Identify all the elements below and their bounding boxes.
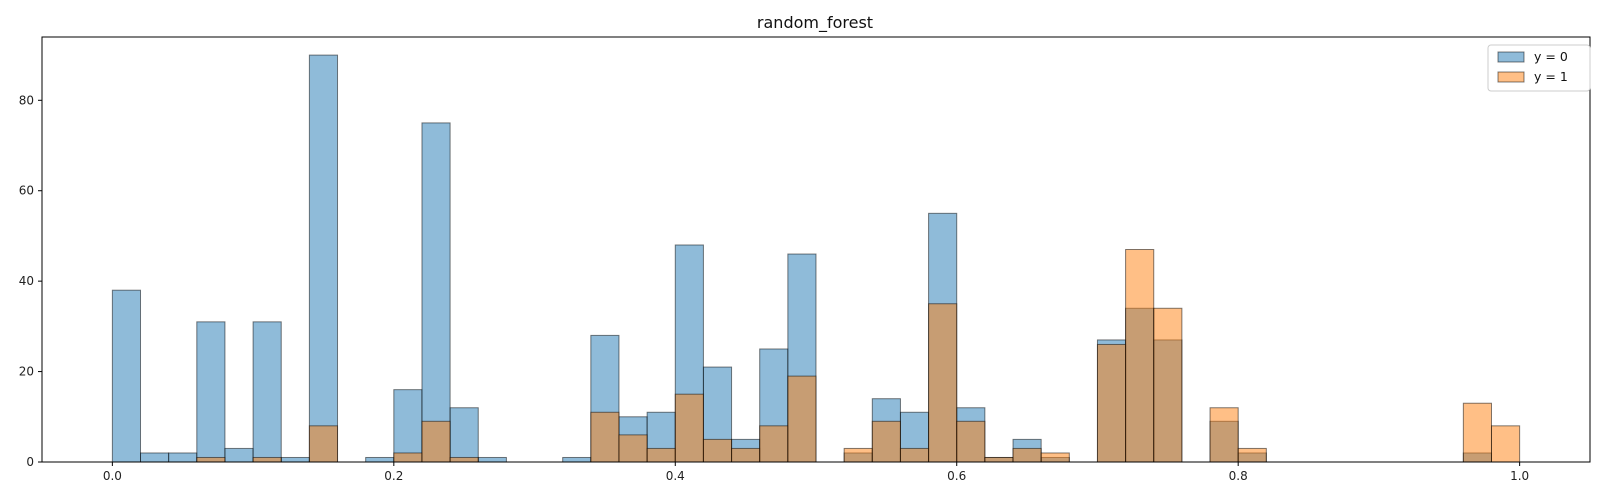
- bar-series1-25: [1209, 407, 1239, 463]
- plot-frame: [41, 36, 1591, 463]
- y-axis: 0 20 40 60 80: [19, 93, 42, 469]
- bar-series1-28: [1490, 425, 1521, 463]
- y-tick-label: 80: [19, 93, 34, 107]
- bar-series0-11: [449, 407, 479, 463]
- bar-series1-5: [449, 456, 479, 463]
- bar-series0-3: [196, 321, 226, 463]
- bar-series1-10: [702, 438, 733, 463]
- bar-series1-19: [984, 456, 1014, 463]
- bar-series0-1: [140, 452, 170, 463]
- bar-series0-5: [252, 321, 282, 463]
- bar-series1-12: [759, 425, 789, 463]
- bar-series0-13: [562, 456, 592, 463]
- bar-series1-24: [1153, 307, 1183, 463]
- bar-series0-12: [477, 456, 507, 463]
- bar-series1-16: [899, 447, 930, 463]
- x-tick-label: 0.2: [384, 469, 403, 483]
- bar-series1-2: [308, 425, 339, 463]
- y-tick-label: 20: [19, 365, 34, 379]
- legend: y = 0 y = 1: [1487, 44, 1591, 92]
- x-axis: 0.0 0.2 0.4 0.6 0.8 1.0: [103, 462, 1529, 483]
- bar-series1-6: [590, 411, 620, 463]
- y-tick-label: 60: [19, 184, 34, 198]
- bar-series1-4: [421, 420, 451, 463]
- bar-series0-2: [168, 452, 198, 463]
- bar-series0-10: [421, 122, 451, 463]
- bar-series1-9: [674, 393, 704, 463]
- bar-series0-4: [224, 447, 254, 463]
- bar-series0-7: [308, 54, 339, 463]
- bar-series1-26: [1237, 447, 1267, 463]
- legend-label-y0: y = 0: [1534, 49, 1568, 64]
- bar-series1-27: [1462, 402, 1492, 463]
- x-tick-label: 0.4: [666, 469, 685, 483]
- bar-series1-0: [196, 456, 226, 463]
- legend-swatch-y0: [1497, 51, 1525, 63]
- y-tick-label: 0: [26, 455, 34, 469]
- bar-series1-17: [928, 303, 958, 463]
- bar-series0-6: [280, 456, 310, 463]
- x-tick-label: 0.8: [1229, 469, 1248, 483]
- bar-series1-14: [843, 447, 873, 463]
- bar-series1-22: [1096, 343, 1127, 463]
- legend-swatch-y1: [1497, 71, 1525, 83]
- bar-series0-9: [393, 389, 423, 463]
- bar-series1-18: [956, 420, 986, 463]
- bar-series1-21: [1040, 452, 1070, 463]
- y-tick-label: 40: [19, 274, 34, 288]
- bar-series1-7: [618, 434, 648, 463]
- chart-title: random_forest: [757, 13, 873, 33]
- bar-series0-8: [365, 456, 395, 463]
- bar-series1-8: [646, 447, 676, 463]
- bar-series1-1: [252, 456, 282, 463]
- bar-series1-13: [787, 375, 817, 463]
- x-tick-label: 0.6: [947, 469, 966, 483]
- bar-series1-23: [1125, 249, 1155, 463]
- bar-series1-11: [731, 447, 761, 463]
- x-tick-label: 1.0: [1510, 469, 1529, 483]
- bar-series0-0: [111, 289, 142, 463]
- bar-series1-3: [393, 452, 423, 463]
- bar-series1-20: [1012, 447, 1042, 463]
- bar-series1-15: [871, 420, 901, 463]
- x-tick-label: 0.0: [103, 469, 122, 483]
- legend-label-y1: y = 1: [1534, 69, 1568, 84]
